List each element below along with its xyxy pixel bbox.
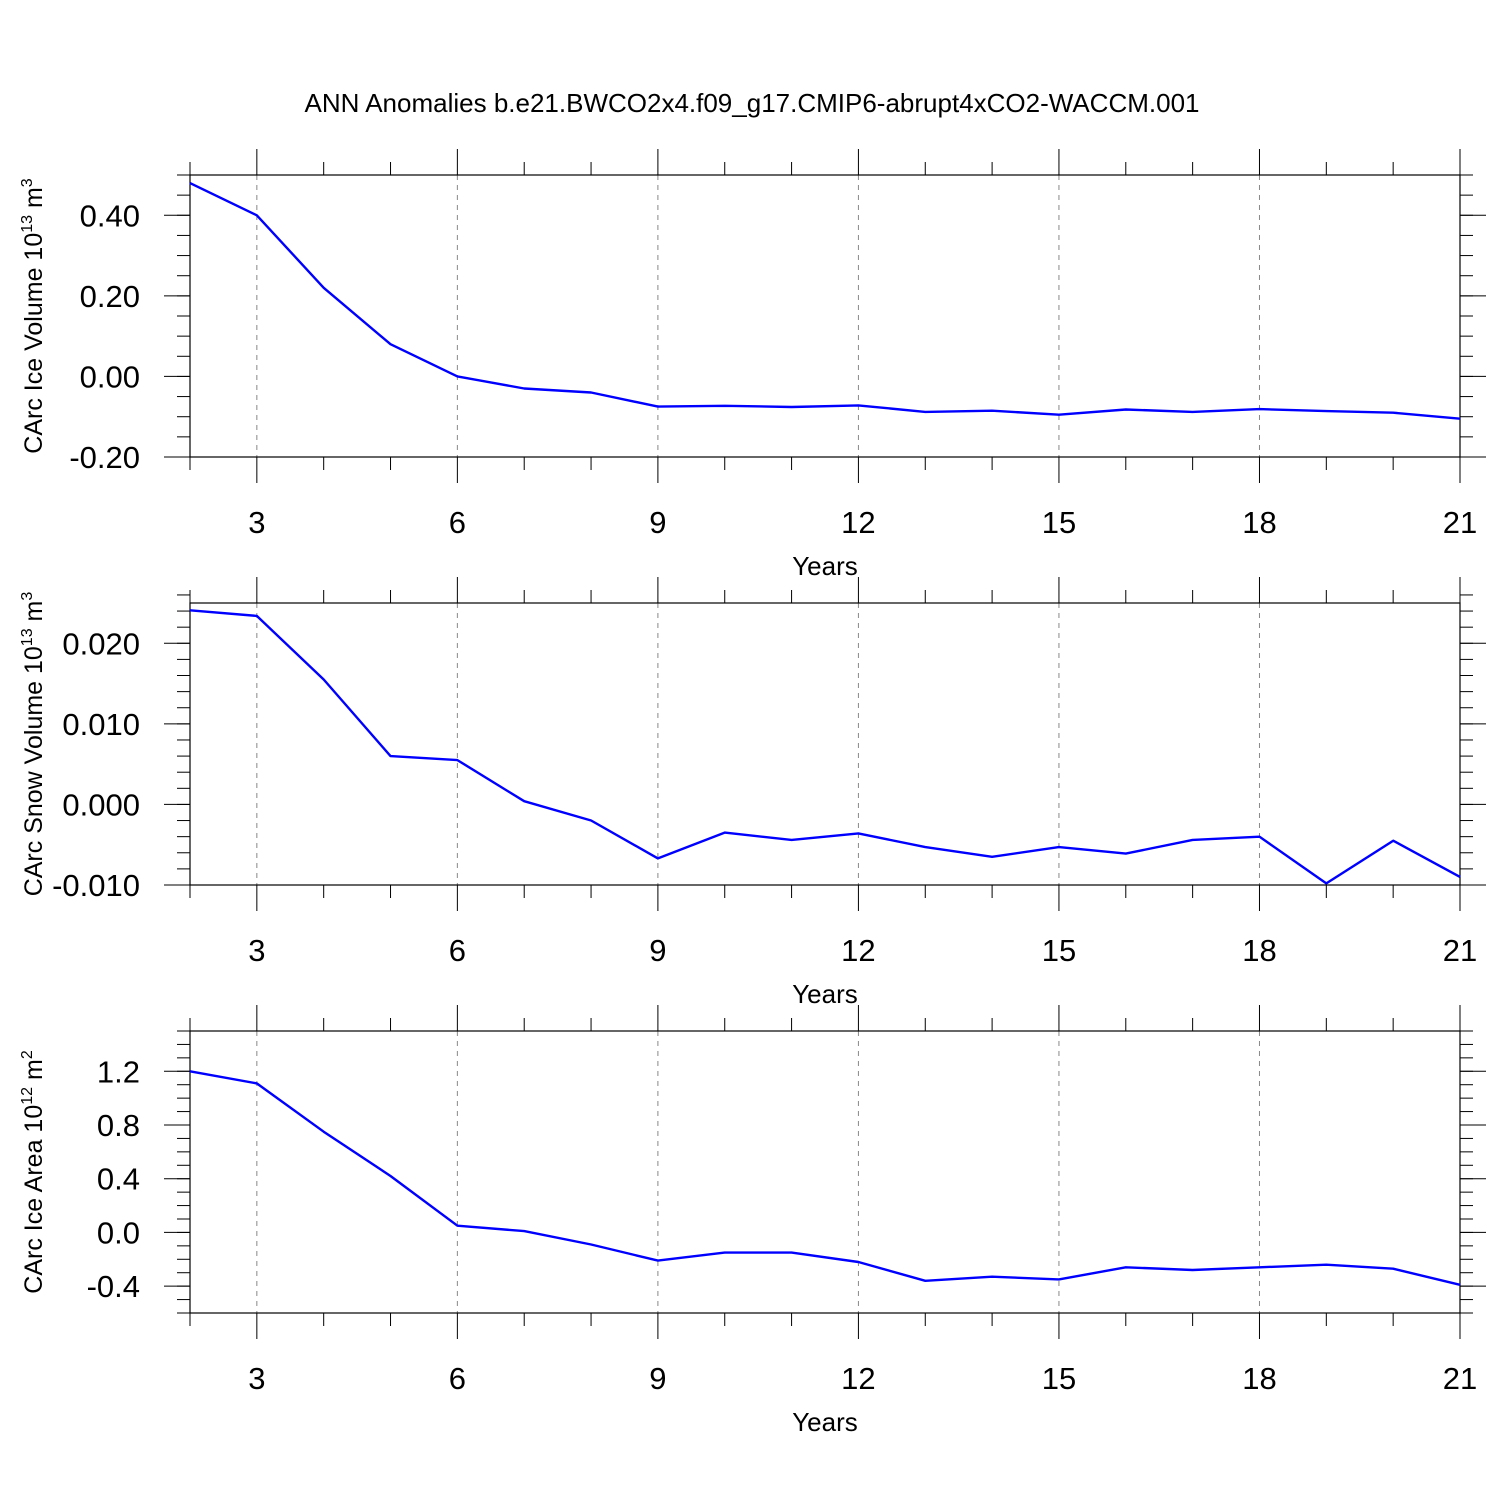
x-tick-label: 9 bbox=[649, 505, 666, 540]
plot-frame bbox=[189, 1030, 1461, 1314]
y-axis-label-unit-exponent: 3 bbox=[19, 592, 36, 601]
x-tick-label: 18 bbox=[1242, 505, 1276, 540]
y-tick-label: -0.20 bbox=[69, 440, 140, 475]
x-axis-label: Years bbox=[792, 1407, 858, 1437]
x-tick-label: 15 bbox=[1042, 933, 1076, 968]
x-tick-label: 21 bbox=[1443, 1361, 1477, 1396]
x-tick-label: 12 bbox=[841, 505, 875, 540]
x-tick-label: 3 bbox=[248, 505, 265, 540]
x-tick-label: 18 bbox=[1242, 1361, 1276, 1396]
y-axis-label-text: CArc Ice Volume 10 bbox=[20, 233, 48, 454]
x-tick-label: 15 bbox=[1042, 505, 1076, 540]
x-tick-label: 21 bbox=[1443, 933, 1477, 968]
y-axis-label: CArc Snow Volume 1013 m3 bbox=[19, 592, 48, 897]
y-axis-label-exponent: 13 bbox=[19, 215, 36, 233]
plot-frame bbox=[189, 602, 1461, 886]
y-tick-label: 1.2 bbox=[97, 1054, 140, 1089]
y-axis-label-text: CArc Snow Volume 10 bbox=[20, 646, 48, 896]
x-tick-label: 6 bbox=[449, 505, 466, 540]
y-tick-label: 0.20 bbox=[80, 279, 140, 314]
x-tick-label: 6 bbox=[449, 933, 466, 968]
panels: -0.20 0.00 0.20 0.40 3 6 9 12 15 18 21 Years CArc Ic… bbox=[19, 149, 1486, 1437]
data-series-line bbox=[189, 609, 1461, 885]
y-axis-label-unit-exponent: 2 bbox=[19, 1050, 36, 1059]
chart-title: ANN Anomalies b.e21.BWCO2x4.f09_g17.CMIP… bbox=[305, 88, 1200, 118]
y-tick-label: 0.00 bbox=[80, 359, 140, 394]
panel-3: -0.4 0.0 0.4 0.8 1.2 3 6 9 12 15 18 21 Years CArc Ice… bbox=[19, 1005, 1486, 1437]
x-tick-label: 18 bbox=[1242, 933, 1276, 968]
data-series-line bbox=[189, 182, 1461, 420]
y-tick-label: 0.010 bbox=[62, 707, 140, 742]
y-tick-label: 0.000 bbox=[62, 787, 140, 822]
panel-1: -0.20 0.00 0.20 0.40 3 6 9 12 15 18 21 Years CArc Ic… bbox=[19, 149, 1486, 581]
x-tick-label: 3 bbox=[248, 933, 265, 968]
y-tick-label: 0.8 bbox=[97, 1108, 140, 1143]
y-axis-label-text: CArc Ice Area 10 bbox=[20, 1105, 48, 1294]
x-axis-label: Years bbox=[792, 979, 858, 1009]
plot-frame bbox=[189, 174, 1461, 458]
x-tick-label: 9 bbox=[649, 1361, 666, 1396]
y-tick-label: -0.010 bbox=[52, 868, 140, 903]
y-axis-label-unit-exponent: 3 bbox=[19, 178, 36, 187]
x-tick-label: 21 bbox=[1443, 505, 1477, 540]
y-axis-label-exponent: 12 bbox=[19, 1087, 36, 1105]
data-series-line bbox=[189, 1070, 1461, 1286]
y-tick-label: -0.4 bbox=[87, 1269, 140, 1304]
y-tick-label: 0.020 bbox=[62, 626, 140, 661]
x-tick-label: 15 bbox=[1042, 1361, 1076, 1396]
x-tick-label: 6 bbox=[449, 1361, 466, 1396]
y-axis-label-unit: m bbox=[20, 601, 48, 629]
y-axis-label: CArc Ice Volume 1013 m3 bbox=[19, 178, 48, 454]
y-axis-label-unit: m bbox=[20, 1059, 48, 1087]
panel-2: -0.010 0.000 0.010 0.020 3 6 9 12 15 18 21 Years CAr… bbox=[19, 577, 1486, 1009]
x-axis-label: Years bbox=[792, 551, 858, 581]
y-axis-label-unit: m bbox=[20, 187, 48, 215]
x-tick-label: 12 bbox=[841, 1361, 875, 1396]
x-tick-label: 12 bbox=[841, 933, 875, 968]
x-tick-label: 3 bbox=[248, 1361, 265, 1396]
y-tick-label: 0.4 bbox=[97, 1162, 140, 1197]
y-tick-label: 0.40 bbox=[80, 198, 140, 233]
y-axis-label-exponent: 13 bbox=[19, 628, 36, 646]
x-tick-label: 9 bbox=[649, 933, 666, 968]
y-tick-label: 0.0 bbox=[97, 1215, 140, 1250]
y-axis-label: CArc Ice Area 1012 m2 bbox=[19, 1050, 48, 1294]
